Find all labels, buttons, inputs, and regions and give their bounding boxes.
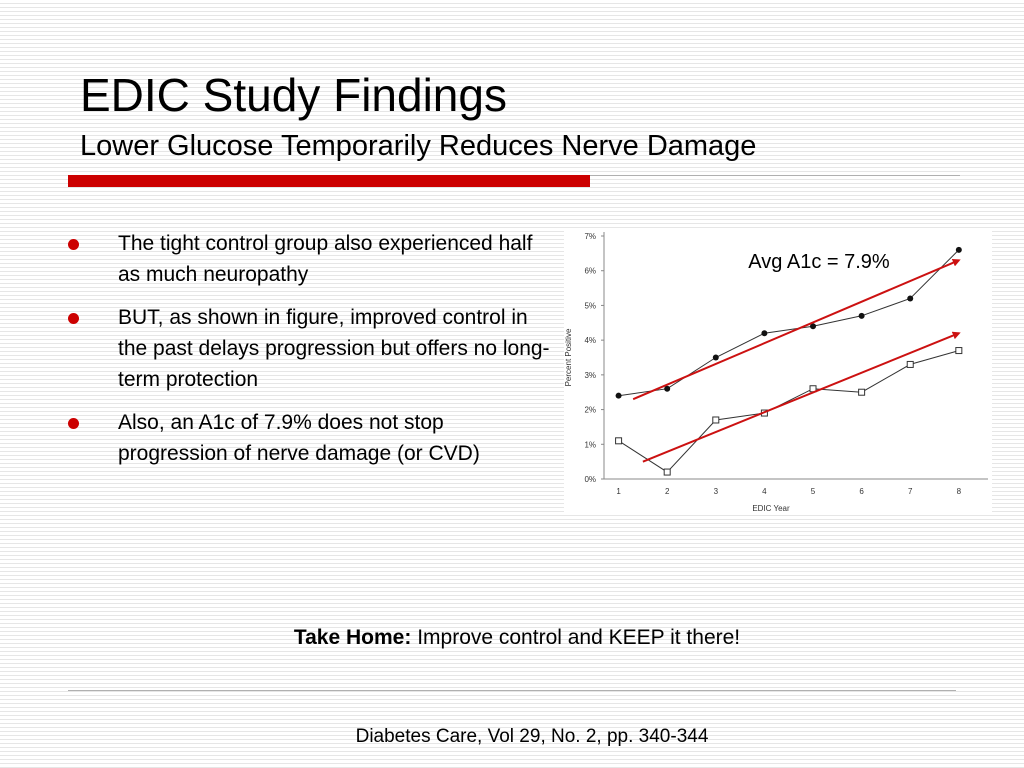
take-home-message: Take Home: Improve control and KEEP it t… [0, 624, 1024, 652]
x-tick-label: 7 [908, 487, 913, 496]
y-tick-label: 0% [584, 475, 596, 484]
title-underline-gray [590, 175, 960, 176]
y-tick-label: 4% [584, 336, 596, 345]
bullet-item: Also, an A1c of 7.9% does not stop progr… [62, 407, 552, 469]
y-tick-label: 3% [584, 371, 596, 380]
y-tick-label: 7% [584, 232, 596, 241]
footer-divider [68, 690, 956, 691]
x-tick-label: 8 [957, 487, 962, 496]
series-2-point [712, 416, 720, 424]
y-axis-title: Percent Positive [564, 328, 573, 386]
series-2-point [858, 388, 866, 396]
series-2-line [618, 350, 959, 473]
bullet-text: Also, an A1c of 7.9% does not stop progr… [118, 411, 480, 465]
series-1-point [810, 323, 817, 330]
line-chart: 0% 1% 2% 3% 4% 5% 6% 7% 1 2 3 4 5 6 7 8 EDIC Year Percent… [564, 228, 992, 514]
bullet-text: The tight control group also experienced… [118, 232, 533, 286]
take-home-label: Take Home: [293, 626, 412, 649]
series-1-point [615, 392, 622, 399]
x-tick-label: 4 [762, 487, 767, 496]
bullet-list: The tight control group also experienced… [62, 228, 552, 481]
citation: Diabetes Care, Vol 29, No. 2, pp. 340-34… [355, 726, 709, 747]
trend-arrow-2 [642, 331, 961, 463]
series-1-line [618, 249, 960, 397]
series-2-point [615, 437, 623, 445]
bullet-dot-icon [68, 418, 79, 429]
trend-arrow-1 [632, 258, 961, 401]
y-tick-label: 6% [584, 267, 596, 276]
x-tick-label: 5 [811, 487, 816, 496]
series-1-point [761, 330, 768, 337]
y-tick-label: 1% [584, 440, 596, 449]
series-1-point [664, 385, 671, 392]
bullet-item: BUT, as shown in figure, improved contro… [62, 302, 552, 395]
bullet-dot-icon [68, 313, 79, 324]
series-1-point [955, 246, 962, 253]
slide-title: EDIC Study Findings [80, 69, 507, 121]
slide-subtitle: Lower Glucose Temporarily Reduces Nerve … [80, 130, 757, 162]
x-tick-label: 1 [616, 487, 621, 496]
bullet-dot-icon [68, 239, 79, 250]
x-tick-label: 6 [859, 487, 864, 496]
y-tick-label: 5% [584, 301, 596, 310]
series-2-point [955, 347, 963, 355]
bullet-text: BUT, as shown in figure, improved contro… [118, 306, 550, 391]
series-1-point [858, 312, 865, 319]
y-tick-label: 2% [584, 406, 596, 415]
series-1-point [712, 354, 719, 361]
x-tick-label: 3 [714, 487, 719, 496]
x-tick-label: 2 [665, 487, 670, 496]
bullet-item: The tight control group also experienced… [62, 228, 552, 290]
series-1-point [907, 295, 914, 302]
series-2-point [906, 360, 914, 368]
x-axis-title: EDIC Year [752, 504, 790, 513]
chart-svg: 0% 1% 2% 3% 4% 5% 6% 7% 1 2 3 4 5 6 7 8 EDIC Year Percent… [564, 232, 988, 513]
title-underline-red [68, 175, 590, 187]
take-home-text: Improve control and KEEP it there! [417, 626, 741, 649]
chart-annotation: Avg A1c = 7.9% [748, 251, 890, 273]
series-2-point [663, 468, 671, 476]
